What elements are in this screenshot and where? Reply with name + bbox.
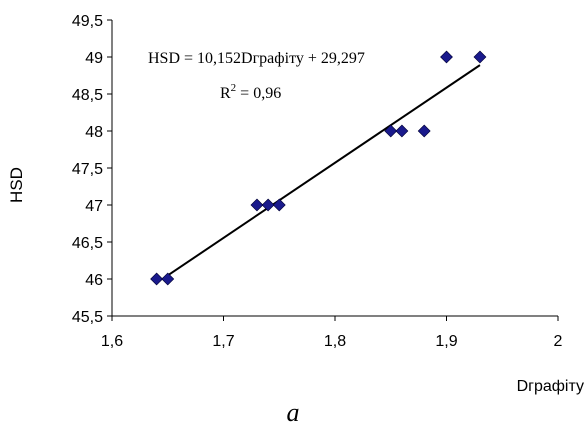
y-tick-label: 48: [85, 124, 103, 141]
figure-caption: a: [287, 398, 300, 427]
y-tick-label: 49,5: [72, 13, 103, 30]
data-point: [395, 124, 409, 138]
data-point: [150, 272, 164, 286]
data-point: [384, 124, 398, 138]
data-point: [261, 198, 275, 212]
x-tick-label: 1,6: [101, 333, 123, 350]
data-point: [417, 124, 431, 138]
y-tick-label: 49: [85, 50, 103, 67]
r-squared-superscript: 2: [231, 82, 237, 94]
trendline-group: [161, 64, 481, 281]
y-tick-label: 48,5: [72, 87, 103, 104]
r-squared-value: = 0,96: [236, 85, 281, 102]
data-point: [161, 272, 175, 286]
y-tick-label: 45,5: [72, 309, 103, 326]
r-squared-symbol: R: [220, 85, 231, 102]
y-tick-label: 46,5: [72, 235, 103, 252]
x-axis-ticks: 1,6 1,7 1,8 1,9 2: [101, 316, 563, 350]
y-axis-label: HSD: [7, 167, 26, 203]
trendline: [161, 64, 481, 281]
data-point: [250, 198, 264, 212]
data-points: [150, 50, 487, 286]
equation-annotation: HSD = 10,152Dграфіту + 29,297: [148, 50, 365, 67]
data-point: [272, 198, 286, 212]
y-tick-label: 47,5: [72, 161, 103, 178]
data-point: [440, 50, 453, 64]
y-tick-label: 46: [85, 272, 103, 289]
x-tick-label: 1,9: [435, 333, 457, 350]
y-tick-label: 47: [85, 198, 103, 215]
x-tick-label: 1,7: [212, 333, 234, 350]
x-axis-label: Dграфіту: [517, 378, 584, 395]
x-tick-label: 2: [554, 333, 563, 350]
r-squared-annotation: R2 = 0,96: [220, 82, 281, 102]
data-point: [473, 50, 487, 64]
x-tick-label: 1,8: [324, 333, 346, 350]
y-axis-ticks: 45,5 46 46,5 47 47,5 48 48,5 49 49,5: [72, 13, 112, 326]
